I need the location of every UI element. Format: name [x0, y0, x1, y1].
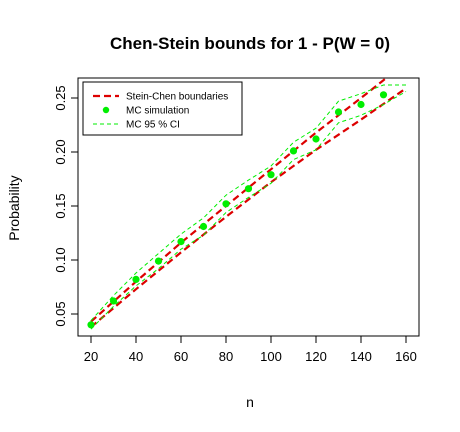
plot-region: [87, 78, 407, 330]
mc-point: [222, 200, 230, 208]
x-tick-label: 40: [129, 349, 143, 364]
mc-point: [244, 185, 253, 193]
mc-point: [87, 321, 95, 329]
x-axis: 20 40 60 80 100 120 140 160: [84, 335, 417, 364]
legend-entry: MC simulation: [126, 106, 189, 117]
x-tick-label: 140: [350, 349, 372, 364]
mc-ci-lower-line: [90, 91, 407, 330]
y-tick-label: 0.20: [53, 139, 68, 164]
x-tick-label: 120: [305, 349, 327, 364]
y-tick-label: 0.15: [53, 193, 68, 218]
mc-point: [334, 108, 343, 116]
plot-series: [87, 78, 407, 330]
x-tick-label: 60: [174, 349, 188, 364]
y-tick-label: 0.05: [53, 301, 68, 326]
mc-point: [154, 257, 163, 265]
mc-point: [177, 238, 185, 246]
mc-point: [357, 100, 365, 109]
mc-point: [199, 222, 208, 231]
mc-point: [132, 275, 140, 283]
y-tick-label: 0.10: [53, 247, 68, 272]
legend-box: [82, 81, 243, 136]
legend: Stein-Chen boundaries MC simulation MC 95 …: [82, 81, 243, 136]
legend-entry: Stein-Chen boundaries: [126, 92, 228, 103]
mc-ci-upper-line: [90, 84, 406, 321]
mc-point: [109, 297, 118, 305]
x-tick-label: 100: [260, 349, 282, 364]
y-tick-label: 0.25: [53, 85, 68, 110]
stein-chen-upper-line: [90, 78, 389, 323]
x-tick-label: 160: [395, 349, 417, 364]
y-axis: 0.05 0.10 0.15 0.20 0.25: [53, 85, 79, 327]
stein-chen-lower-line: [90, 87, 407, 328]
x-axis-label: n: [246, 394, 254, 410]
mc-point: [312, 135, 320, 143]
legend-swatch: [102, 106, 110, 114]
mc-point: [267, 171, 275, 179]
mc-point: [289, 147, 298, 155]
chart-title: Chen-Stein bounds for 1 - P(W = 0): [110, 34, 390, 53]
x-tick-label: 80: [219, 349, 233, 364]
legend-entry: MC 95 % CI: [126, 120, 180, 131]
y-axis-label: Probability: [6, 175, 22, 240]
x-tick-label: 20: [84, 349, 98, 364]
mc-point: [379, 91, 388, 99]
